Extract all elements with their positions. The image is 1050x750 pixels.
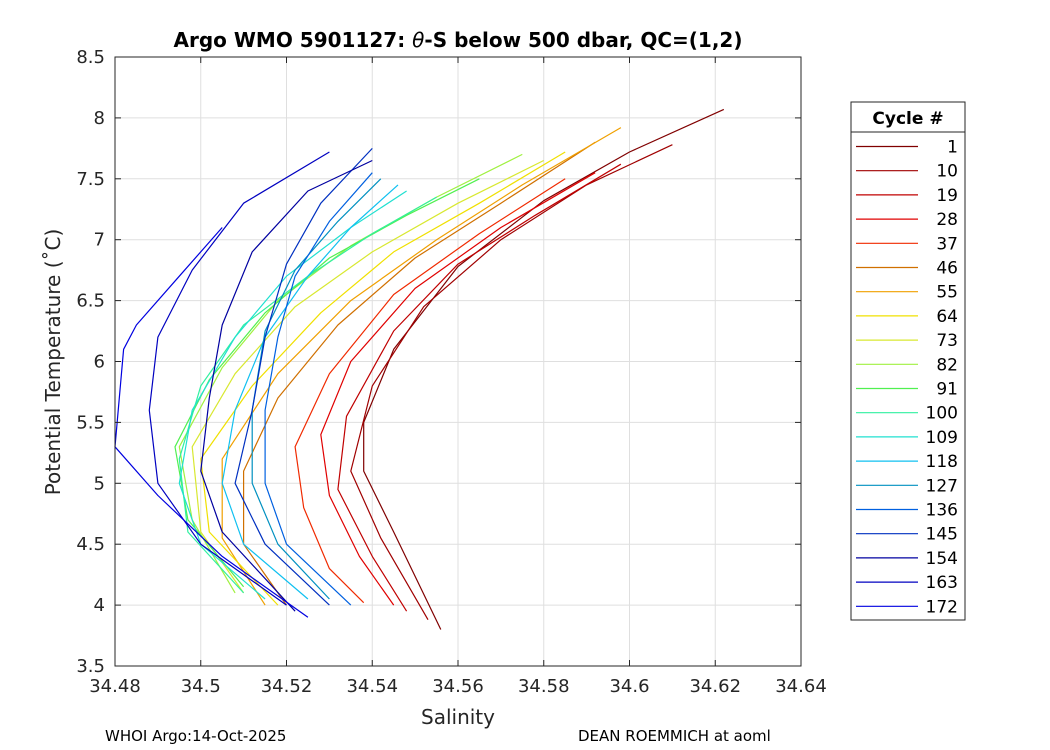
legend-label-cycle-19: 19	[936, 186, 958, 206]
y-tick-label: 5	[94, 473, 105, 494]
y-axis-label: Potential Temperature (˚C)	[41, 229, 65, 496]
series-line-cycle-10	[350, 144, 673, 621]
series-line-cycle-91	[174, 178, 480, 588]
legend-label-cycle-82: 82	[936, 355, 958, 375]
chart-title-suffix: -S below 500 dbar, QC=(1,2)	[424, 28, 742, 52]
x-tick-label: 34.6	[609, 676, 649, 697]
y-tick-label: 6	[94, 352, 105, 373]
series-line-cycle-28	[320, 172, 596, 606]
legend-label-cycle-109: 109	[926, 428, 958, 448]
legend: Cycle # 1 10 19 28 37 46 55 64 73 82 91 100 109 118 12…	[850, 101, 966, 621]
y-tick-label: 8	[94, 108, 105, 129]
y-tick-label: 4.5	[76, 534, 105, 555]
footer-right: DEAN ROEMMICH at aoml	[578, 727, 771, 745]
legend-label-cycle-145: 145	[926, 525, 958, 545]
chart-title-theta: θ	[412, 28, 424, 52]
legend-label-cycle-127: 127	[926, 476, 958, 496]
series-line-cycle-55	[221, 127, 622, 606]
series-layer	[114, 108, 725, 630]
legend-label-cycle-28: 28	[936, 210, 958, 230]
chart-title-prefix: Argo WMO 5901127:	[174, 28, 413, 52]
legend-label-cycle-46: 46	[936, 259, 958, 279]
footer-left: WHOI Argo:14-Oct-2025	[105, 727, 286, 745]
y-tick-label: 7	[94, 230, 105, 251]
legend-label-cycle-55: 55	[936, 283, 958, 303]
x-tick-label: 34.54	[346, 676, 398, 697]
x-tick-label: 34.58	[518, 676, 570, 697]
legend-title: Cycle #	[872, 109, 943, 129]
series-line-cycle-100	[178, 196, 437, 594]
y-tick-label: 4	[94, 595, 105, 616]
legend-label-cycle-73: 73	[936, 331, 958, 351]
x-axis-label: Salinity	[421, 705, 495, 729]
series-line-cycle-19	[337, 163, 622, 612]
series-line-cycle-145	[234, 147, 373, 606]
y-tick-label: 7.5	[76, 169, 105, 190]
legend-label-cycle-100: 100	[926, 404, 958, 424]
x-tick-label: 34.48	[89, 676, 141, 697]
x-tick-label: 34.64	[775, 676, 827, 697]
x-tick-label: 34.52	[261, 676, 313, 697]
legend-label-cycle-10: 10	[936, 162, 958, 182]
y-tick-label: 3.5	[76, 656, 105, 677]
chart-title: Argo WMO 5901127: θ-S below 500 dbar, QC…	[174, 28, 743, 52]
legend-label-cycle-37: 37	[936, 234, 958, 254]
y-axis-ticks: 3.5 4 4.5 5 5.5 6 6.5 7 7.5 8 8.5	[76, 47, 801, 677]
x-tick-label: 34.5	[181, 676, 221, 697]
legend-label-cycle-118: 118	[926, 452, 958, 472]
series-line-cycle-37	[294, 178, 566, 604]
series-line-cycle-46	[243, 141, 596, 606]
y-tick-label: 5.5	[76, 412, 105, 433]
series-line-cycle-1	[363, 108, 725, 630]
series-line-cycle-163	[148, 151, 330, 606]
legend-label-cycle-154: 154	[926, 549, 958, 569]
x-tick-label: 34.56	[432, 676, 484, 697]
legend-label-cycle-172: 172	[926, 597, 958, 617]
legend-label-cycle-91: 91	[936, 380, 958, 400]
legend-label-cycle-163: 163	[926, 573, 958, 593]
legend-entries: 1 10 19 28 37 46 55 64 73 82 91 100 109 118 127 136 145 1…	[856, 138, 958, 617]
y-tick-label: 8.5	[76, 47, 105, 68]
series-line-cycle-154	[200, 159, 373, 612]
grid-lines	[114, 56, 802, 667]
y-tick-label: 6.5	[76, 291, 105, 312]
legend-label-cycle-1: 1	[947, 138, 958, 158]
series-line-cycle-172	[114, 227, 309, 618]
series-line-cycle-64	[200, 151, 566, 606]
x-tick-label: 34.62	[689, 676, 741, 697]
legend-label-cycle-64: 64	[936, 307, 958, 327]
series-line-cycle-136	[264, 172, 373, 606]
legend-label-cycle-136: 136	[926, 501, 958, 521]
x-axis-ticks: 34.48 34.5 34.52 34.54 34.56 34.58 34.6 34.62 34…	[89, 57, 827, 697]
series-line-cycle-118	[221, 184, 399, 600]
